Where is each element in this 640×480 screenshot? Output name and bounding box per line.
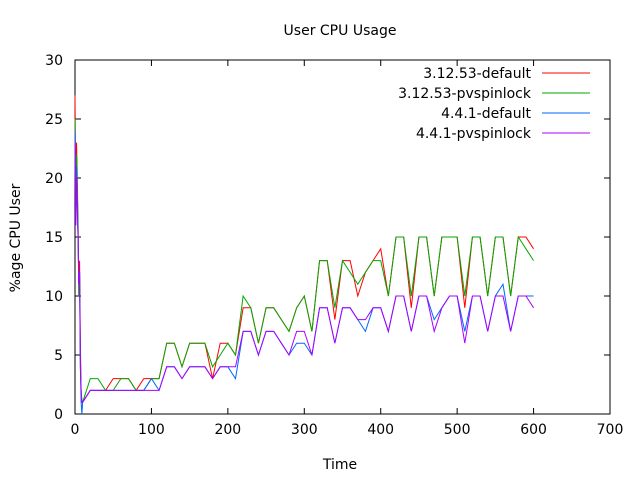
series-line-3	[74, 130, 534, 415]
y-tick-label: 20	[45, 171, 63, 187]
x-axis-label: Time	[322, 457, 357, 473]
y-tick-label: 10	[45, 289, 63, 305]
x-tick-label: 700	[597, 422, 624, 438]
y-axis-label: %age CPU User	[8, 183, 24, 292]
y-tick-label: 30	[45, 53, 63, 69]
legend: 3.12.53-default 3.12.53-pvspinlock 4.4.1-d…	[398, 66, 590, 142]
y-tick-label: 0	[54, 407, 63, 423]
y-tick-label: 15	[45, 230, 63, 246]
x-tick-label: 500	[444, 422, 471, 438]
x-tick-label: 0	[71, 422, 80, 438]
y-tick-label: 25	[45, 112, 63, 128]
plot-area: 0 100 200 300 400 500 600 700 0 5 10 15 20 25 30	[45, 53, 623, 438]
x-tick-label: 300	[291, 422, 318, 438]
series-line-4	[74, 142, 534, 403]
y-tick-label: 5	[54, 348, 63, 364]
legend-label-3: 4.4.1-default	[441, 106, 531, 122]
series-line-2	[74, 118, 534, 403]
x-tick-label: 600	[520, 422, 547, 438]
legend-label-2: 3.12.53-pvspinlock	[398, 86, 532, 102]
chart-title: User CPU Usage	[284, 23, 397, 39]
legend-label-1: 3.12.53-default	[423, 66, 531, 82]
x-tick-label: 400	[367, 422, 394, 438]
x-tick-label: 200	[214, 422, 241, 438]
x-tick-label: 100	[138, 422, 165, 438]
legend-label-4: 4.4.1-pvspinlock	[416, 126, 532, 142]
